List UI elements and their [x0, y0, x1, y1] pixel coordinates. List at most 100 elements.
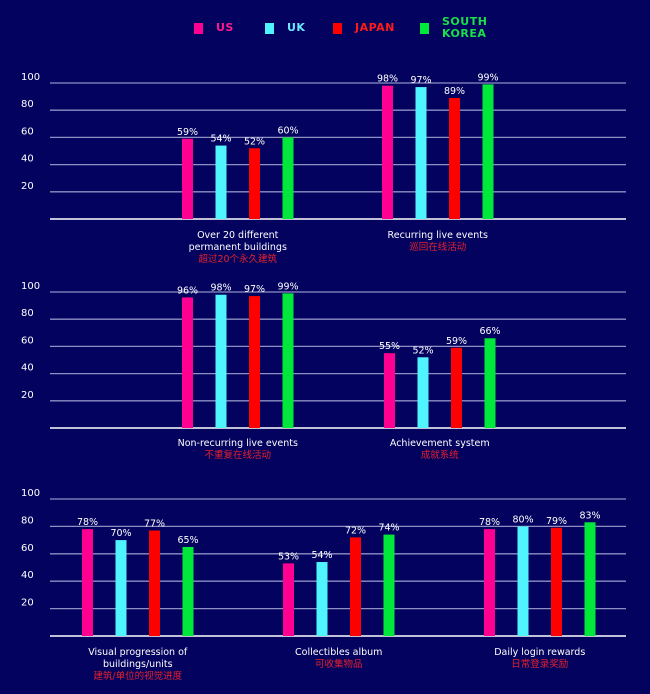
data-label-uk: 97% [410, 75, 431, 86]
bar-uk [316, 562, 328, 636]
category-label: permanent buildings [189, 242, 287, 253]
bar-uk [215, 294, 227, 428]
data-label-us: 53% [278, 551, 299, 562]
category-label-chinese: 不重复在线活动 [204, 449, 271, 461]
data-label-japan: 77% [144, 519, 165, 530]
data-label-us: 59% [177, 127, 198, 138]
bar-south-korea [182, 546, 194, 636]
legend-swatch [265, 22, 274, 34]
legend-label: JAPAN [355, 21, 395, 34]
y-tick-label: 40 [21, 154, 34, 165]
bar-south-korea [282, 293, 294, 428]
data-label-uk: 52% [412, 345, 433, 356]
category-label-chinese: 可收集物品 [315, 658, 363, 670]
bar-uk [415, 87, 427, 219]
legend-item-us: US [194, 22, 234, 34]
data-label-japan: 97% [244, 284, 265, 295]
bar-japan [249, 296, 260, 428]
bar-japan [449, 97, 460, 219]
data-label-uk: 54% [311, 550, 332, 561]
data-label-us: 98% [377, 74, 398, 85]
data-label-south-korea: 66% [479, 326, 500, 337]
y-tick-label: 20 [21, 390, 34, 401]
bar-japan [249, 148, 260, 219]
bar-us [283, 563, 294, 636]
data-label-south-korea: 99% [277, 281, 298, 292]
legend-item-uk: UK [265, 22, 305, 34]
category-label: Recurring live events [388, 230, 488, 241]
category-label: Achievement system [390, 438, 490, 449]
data-label-uk: 98% [210, 283, 231, 294]
bar-japan [451, 347, 462, 428]
bar-us [484, 529, 495, 636]
bar-us [182, 297, 193, 428]
legend-swatch [420, 22, 429, 34]
bar-south-korea [484, 338, 496, 428]
y-tick-label: 40 [21, 363, 34, 374]
bar-uk [215, 145, 227, 219]
data-label-south-korea: 83% [579, 510, 600, 521]
y-tick-label: 80 [21, 515, 34, 526]
y-tick-label: 100 [21, 488, 40, 499]
data-label-us: 55% [379, 341, 400, 352]
y-tick-label: 60 [21, 543, 34, 554]
bar-us [384, 353, 395, 428]
category-label: buildings/units [103, 659, 173, 670]
data-label-south-korea: 99% [477, 72, 498, 83]
bar-japan [551, 527, 562, 636]
y-tick-label: 20 [21, 598, 34, 609]
legend-item-south-korea: SOUTH KOREA [420, 16, 487, 40]
category-label-chinese: 超过20个永久建筑 [198, 253, 277, 265]
data-label-japan: 72% [345, 525, 366, 536]
bar-us [82, 529, 93, 636]
data-label-japan: 89% [444, 86, 465, 97]
category-label-chinese: 成就系统 [421, 449, 460, 461]
legend-label: US [216, 21, 234, 34]
data-label-us: 96% [177, 285, 198, 296]
bar-south-korea [383, 534, 395, 636]
data-label-uk: 80% [512, 514, 533, 525]
legend-swatch [194, 22, 203, 34]
category-label: Daily login rewards [494, 647, 585, 658]
bar-us [182, 138, 193, 219]
legend-label: UK [287, 21, 306, 34]
bar-japan [149, 530, 160, 636]
y-tick-label: 80 [21, 99, 34, 110]
legend: US UK JAPAN SOUTH KOREA [0, 0, 650, 50]
bar-uk [517, 526, 529, 636]
data-label-japan: 79% [546, 516, 567, 527]
data-label-japan: 59% [446, 336, 467, 347]
y-tick-label: 100 [21, 281, 40, 292]
legend-swatch [333, 22, 342, 34]
data-label-us: 78% [77, 517, 98, 528]
legend-label: SOUTH KOREA [442, 15, 488, 40]
data-label-japan: 52% [244, 136, 265, 147]
category-label: Visual progression of [88, 647, 188, 658]
y-tick-label: 20 [21, 181, 34, 192]
category-label-chinese: 日常登录奖励 [511, 658, 568, 670]
category-label-chinese: 巡回在线活动 [409, 241, 466, 253]
category-label: Collectibles album [295, 647, 382, 658]
bar-south-korea [584, 522, 596, 636]
data-label-uk: 54% [210, 134, 231, 145]
bar-japan [350, 537, 361, 636]
bar-south-korea [282, 137, 294, 219]
bar-us [382, 85, 393, 219]
bar-uk [115, 540, 127, 636]
y-tick-label: 100 [21, 72, 40, 83]
category-label: Over 20 different [197, 230, 279, 241]
bar-uk [417, 357, 429, 428]
data-label-south-korea: 65% [177, 535, 198, 546]
data-label-south-korea: 60% [277, 125, 298, 136]
data-label-us: 78% [479, 517, 500, 528]
data-label-south-korea: 74% [378, 523, 399, 534]
y-tick-label: 80 [21, 308, 34, 319]
y-tick-label: 60 [21, 335, 34, 346]
legend-item-japan: JAPAN [333, 22, 395, 34]
category-label-chinese: 建筑/单位的视觉进度 [93, 670, 182, 682]
data-label-uk: 70% [110, 528, 131, 539]
y-tick-label: 60 [21, 126, 34, 137]
category-label: Non-recurring live events [178, 438, 298, 449]
bar-south-korea [482, 84, 494, 219]
